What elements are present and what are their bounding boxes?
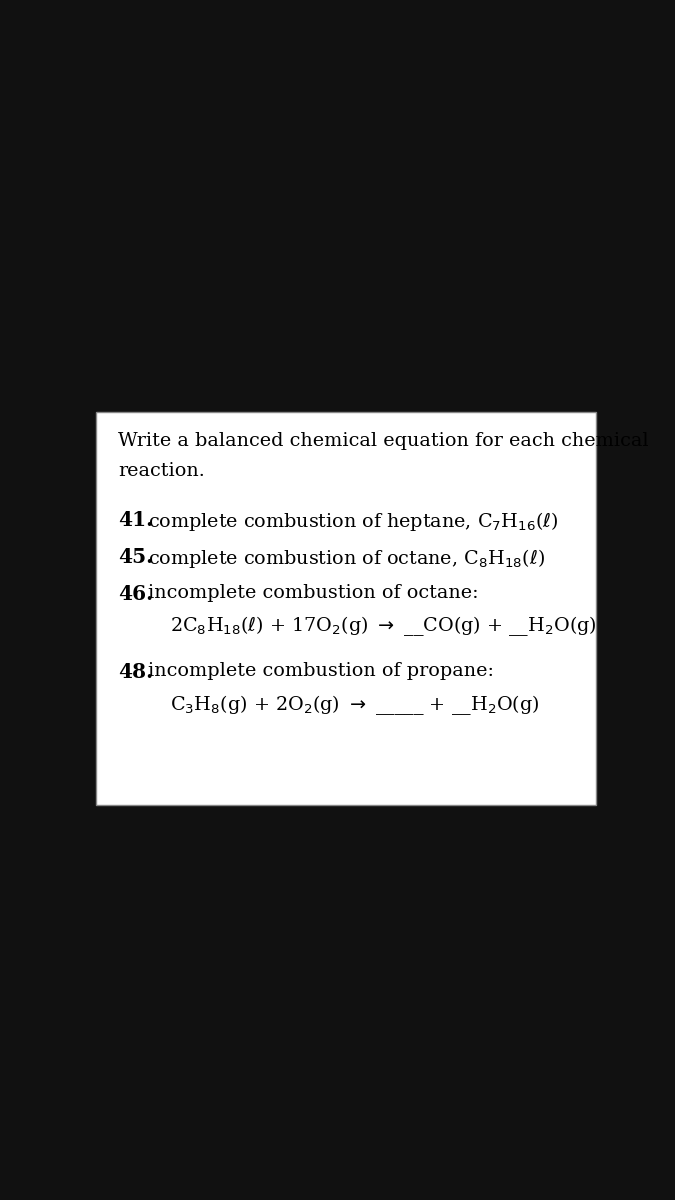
- Text: complete combustion of heptane, C$_7$H$_{16}$($\ell$): complete combustion of heptane, C$_7$H$_…: [148, 510, 559, 533]
- Text: 46.: 46.: [118, 584, 153, 604]
- Text: 45.: 45.: [118, 547, 153, 566]
- Text: 2C$_8$H$_{18}$($\ell$) + 17O$_2$(g) $\rightarrow$ __CO(g) + __H$_2$O(g): 2C$_8$H$_{18}$($\ell$) + 17O$_2$(g) $\ri…: [170, 614, 597, 638]
- Text: incomplete combustion of octane:: incomplete combustion of octane:: [148, 584, 479, 602]
- Text: C$_3$H$_8$(g) + 2O$_2$(g) $\rightarrow$ _____ + __H$_2$O(g): C$_3$H$_8$(g) + 2O$_2$(g) $\rightarrow$ …: [170, 692, 539, 716]
- FancyBboxPatch shape: [96, 412, 596, 805]
- Text: incomplete combustion of propane:: incomplete combustion of propane:: [148, 662, 494, 680]
- Text: reaction.: reaction.: [118, 462, 205, 480]
- Text: 41.: 41.: [118, 510, 153, 530]
- Text: complete combustion of octane, C$_8$H$_{18}$($\ell$): complete combustion of octane, C$_8$H$_{…: [148, 547, 545, 570]
- Text: Write a balanced chemical equation for each chemical: Write a balanced chemical equation for e…: [118, 432, 649, 450]
- Text: 48.: 48.: [118, 662, 153, 683]
